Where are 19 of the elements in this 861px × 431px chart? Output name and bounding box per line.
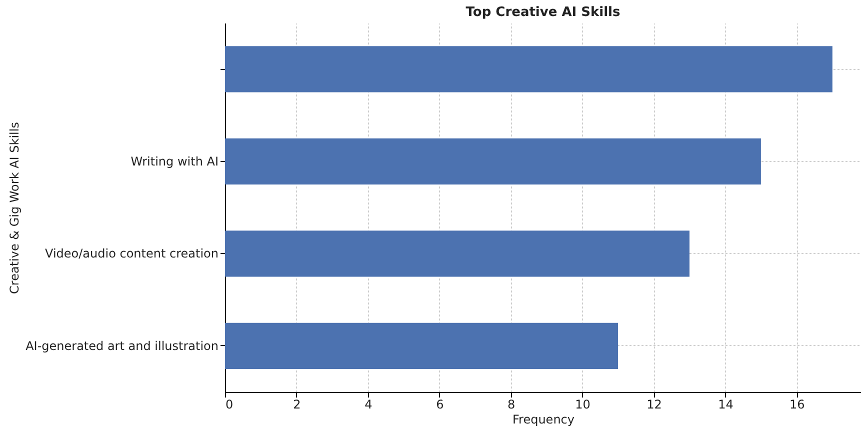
- bar: [225, 230, 690, 277]
- y-tick-label: AI-generated art and illustration: [26, 338, 218, 353]
- bar: [225, 138, 761, 184]
- y-axis-title: Creative & Gig Work AI Skills: [8, 122, 22, 294]
- bar: [225, 46, 832, 92]
- x-tick-label: 4: [364, 398, 372, 412]
- x-tick-label: 8: [508, 398, 516, 412]
- x-tick-label: 0: [226, 398, 234, 412]
- x-axis-title: Frequency: [512, 412, 574, 426]
- x-tick-label: 2: [293, 398, 301, 412]
- x-tick-label: 12: [646, 398, 662, 412]
- x-tick-label: 14: [718, 398, 734, 412]
- x-tick-label: 10: [575, 398, 590, 412]
- bar: [225, 322, 618, 369]
- x-tick-label: 6: [436, 398, 444, 412]
- x-tick-label: 16: [790, 398, 805, 412]
- y-tick-label: Writing with AI: [130, 154, 218, 168]
- chart-title: Top Creative AI Skills: [466, 5, 620, 20]
- y-tick-label: Video/audio content creation: [45, 246, 218, 261]
